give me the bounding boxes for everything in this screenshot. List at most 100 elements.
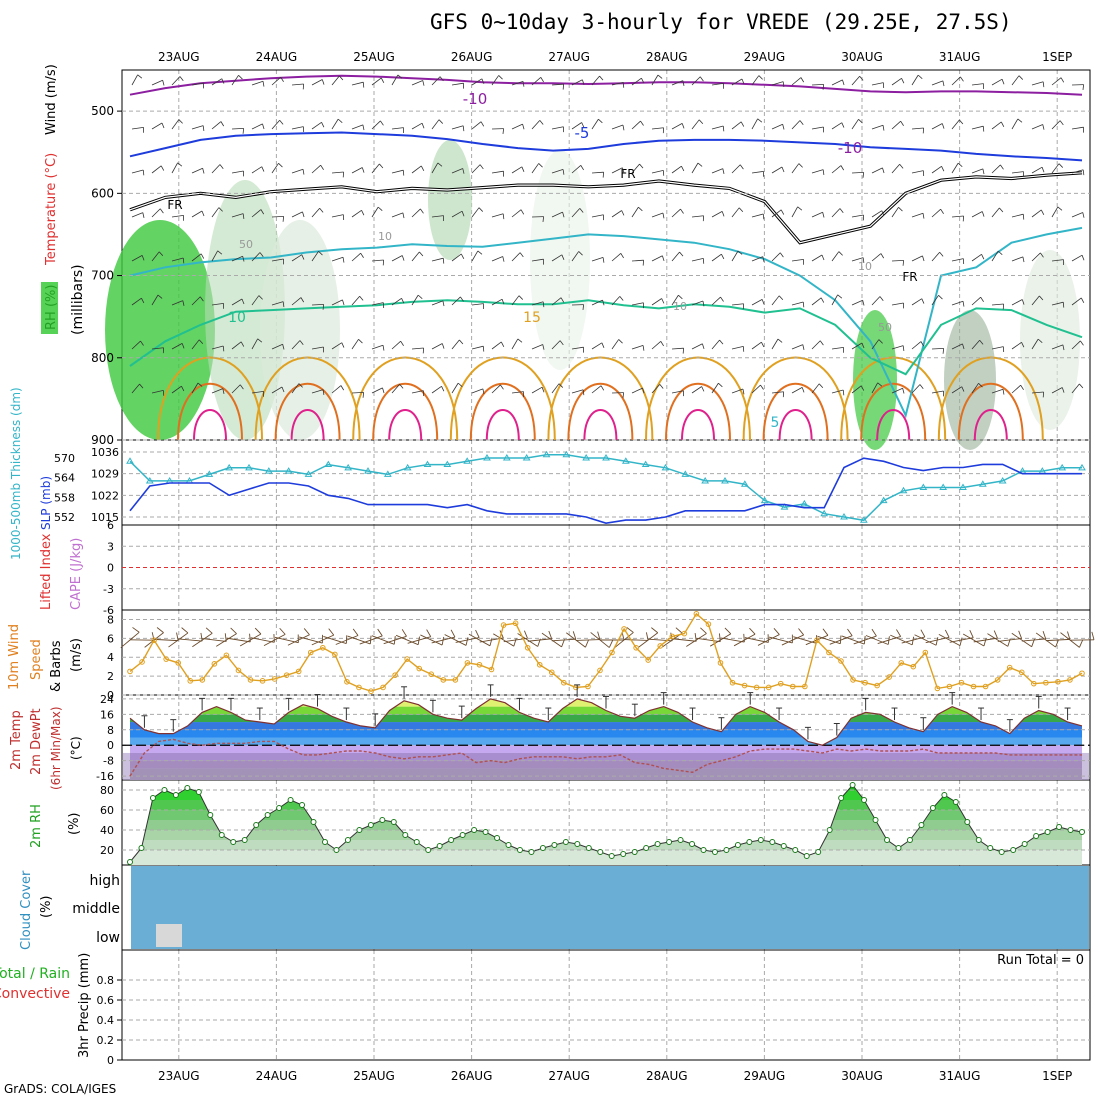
wind-barb-staff [931, 165, 942, 174]
wind-speed-marker [982, 683, 989, 690]
wind-barb-flag [1079, 383, 1084, 389]
wind-barb [171, 385, 185, 394]
wind-speed-marker [163, 656, 169, 662]
wind-barb-flag [417, 294, 423, 299]
wind-barb-staff [271, 76, 281, 86]
wind-barb [871, 339, 883, 350]
rh-marker [608, 853, 615, 859]
rh-marker [436, 843, 443, 849]
wind-barb-flag [602, 299, 605, 306]
wind-barb [531, 77, 544, 86]
wind-barb [951, 258, 965, 264]
wind-barb-flag [419, 251, 424, 257]
thickness-marker [324, 460, 333, 468]
sfc-wind-barb-staff [733, 633, 756, 647]
wind-barb-staff [991, 207, 1000, 218]
wind-barb-flag [1001, 79, 1005, 85]
wind-barb-staff [211, 207, 220, 218]
wind-barb-staff [931, 347, 944, 350]
rh-marker [184, 785, 191, 791]
sfc-wind-barb [130, 632, 155, 641]
wind-barb-flag [640, 120, 644, 126]
sfc-wind-barb-flag [523, 630, 528, 639]
wind-barb-flag [618, 339, 623, 344]
cape-tick-label: -6 [103, 604, 114, 617]
wind-barb-flag [922, 213, 925, 219]
thickness-marker [463, 457, 472, 464]
wind-barb-staff [631, 77, 642, 86]
temp-band [130, 745, 1082, 753]
wind-barb [851, 257, 865, 263]
wind-barb-flag [262, 81, 265, 87]
sfc-wind-barb [696, 633, 721, 643]
wind-barb-staff [471, 303, 484, 306]
wind-barb-staff [731, 388, 744, 394]
wind-barb-staff [911, 74, 919, 86]
wind-barb-staff [511, 166, 523, 174]
wind-speed-marker [669, 633, 676, 640]
wind-barb-flag [380, 77, 385, 83]
sfc-wind-barb-staff [527, 638, 552, 642]
wind-barb-flag [699, 76, 704, 82]
wind-barb [531, 120, 544, 130]
wind-barb-flag [840, 165, 845, 171]
wind-barb-staff [931, 295, 939, 306]
wind-barb [691, 300, 705, 307]
rh-marker [654, 841, 661, 847]
wind-barb-flag [622, 167, 625, 173]
wind-barb [651, 255, 665, 262]
wind-barb-flag [480, 121, 485, 127]
wind-barb [191, 82, 204, 89]
wind-speed-marker [235, 667, 242, 674]
wind-barb-staff [251, 123, 263, 130]
wind-barb-staff [451, 253, 462, 262]
rh-marker [539, 845, 546, 851]
wind-barb-staff [371, 387, 383, 394]
wind-speed-marker [392, 672, 398, 678]
wind-barb-staff [571, 208, 581, 218]
wind-barb [671, 208, 684, 218]
sfc-wind-barb [287, 628, 310, 646]
wind-barb [351, 209, 365, 218]
wind-barb [231, 127, 245, 134]
wind-barb [271, 301, 285, 307]
wind-barb [951, 162, 963, 174]
wind-barb-flag [202, 168, 205, 174]
wind-barb-staff [371, 206, 379, 218]
wind-barb [471, 207, 484, 218]
sfc-wind-barb-flag [345, 635, 348, 644]
isotherm-warm [567, 382, 634, 441]
isotherm-warm [778, 409, 813, 441]
wind-barb-flag [423, 390, 425, 396]
wind-barb [331, 385, 345, 394]
wind-barb-staff [451, 210, 463, 218]
wind-speed-marker [271, 676, 278, 682]
wind-barb [691, 343, 705, 350]
wind-barb-flag [479, 164, 484, 170]
wind-speed-marker [211, 661, 218, 667]
wind-barb-flag [437, 162, 443, 167]
wind-barb-staff [791, 301, 804, 306]
wind-barb [431, 385, 445, 394]
wind-barb-flag [1000, 121, 1005, 127]
wind-barb [831, 294, 843, 306]
wind-barb-flag [1080, 340, 1084, 346]
wind-barb [611, 253, 624, 262]
wind-barb-staff [171, 162, 179, 174]
wind-barb [311, 303, 325, 310]
rh-tick-label: 20 [100, 844, 114, 857]
wind-barb-flag [278, 163, 283, 168]
wind-barb-staff [931, 251, 940, 262]
wind-barb-staff [511, 295, 520, 306]
wind-barb [211, 250, 223, 262]
wind-barb-staff [751, 341, 762, 350]
wind-barb-staff [291, 168, 304, 174]
wind-barb-flag [843, 347, 844, 353]
sfc-wind-barb-staff [1060, 632, 1080, 648]
wind-barb-flag [522, 81, 525, 87]
wind-barb-flag [838, 251, 843, 256]
wind-barb-flag [177, 162, 183, 167]
isotherm-warm [973, 409, 1008, 441]
wind-barb [191, 382, 203, 394]
wind-barb [511, 166, 525, 174]
